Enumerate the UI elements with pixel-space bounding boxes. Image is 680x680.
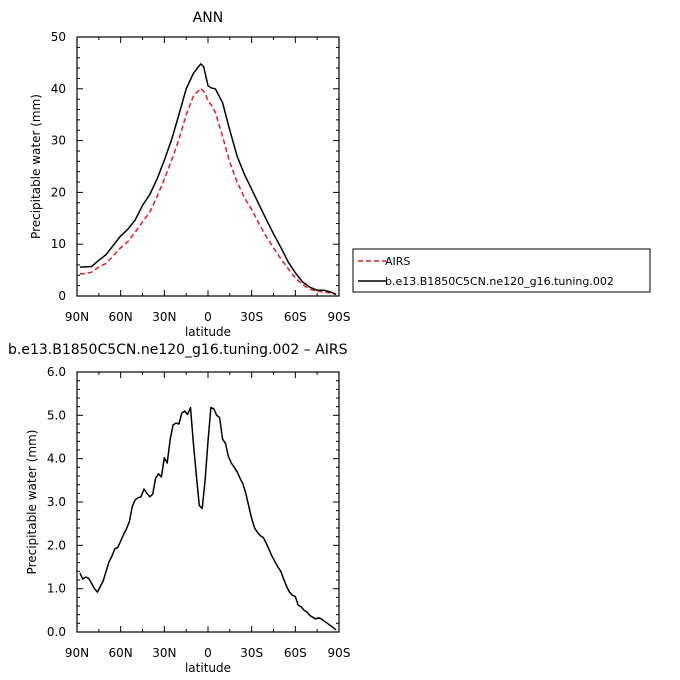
x-tick-label: 90N [65,310,89,324]
legend-box [352,248,651,293]
y-axis-label: Precipitable water (mm) [25,430,39,575]
x-tick-label: 60N [109,310,133,324]
y-tick-label: 10 [51,237,66,251]
legend-entry: b.e13.B1850C5CN.ne120_g16.tuning.002 [385,275,614,288]
plot-frame [76,36,340,297]
y-tick-label: 0.0 [47,625,66,639]
airs-line [79,87,337,296]
y-tick-label: 50 [51,30,66,44]
y-tick-label: 1.0 [47,582,66,596]
chart-title: b.e13.B1850C5CN.ne120_g16.tuning.002 – A… [8,342,348,358]
y-tick-label: 0 [58,289,66,303]
x-tick-label: 0 [204,310,212,324]
y-axis-label: Precipitable water (mm) [29,94,43,239]
chart-title: ANN [193,10,224,26]
difference-line [79,406,337,631]
x-tick-label: 30S [240,310,263,324]
y-tick-label: 3.0 [47,495,66,509]
y-tick-label: 20 [51,185,66,199]
plot-frame [76,371,340,633]
y-tick-label: 5.0 [47,408,66,422]
x-tick-label: 60S [284,646,307,660]
x-tick-label: 30N [152,646,176,660]
x-tick-label: 30S [240,646,263,660]
x-tick-label: 90N [65,646,89,660]
x-axis-label: latitude [185,325,231,339]
x-tick-label: 0 [204,646,212,660]
y-tick-label: 6.0 [47,365,66,379]
y-tick-label: 40 [51,82,66,96]
y-tick-label: 30 [51,134,66,148]
x-tick-label: 60N [109,646,133,660]
x-tick-label: 30N [152,310,176,324]
x-tick-label: 90S [328,646,351,660]
x-axis-label: latitude [185,661,231,675]
x-tick-label: 60S [284,310,307,324]
y-tick-label: 4.0 [47,452,66,466]
x-tick-label: 90S [328,310,351,324]
b-e13-b1850c5cn-ne120-g16-tuning-002-line [79,63,337,296]
y-tick-label: 2.0 [47,538,66,552]
legend-entry: AIRS [385,255,410,268]
